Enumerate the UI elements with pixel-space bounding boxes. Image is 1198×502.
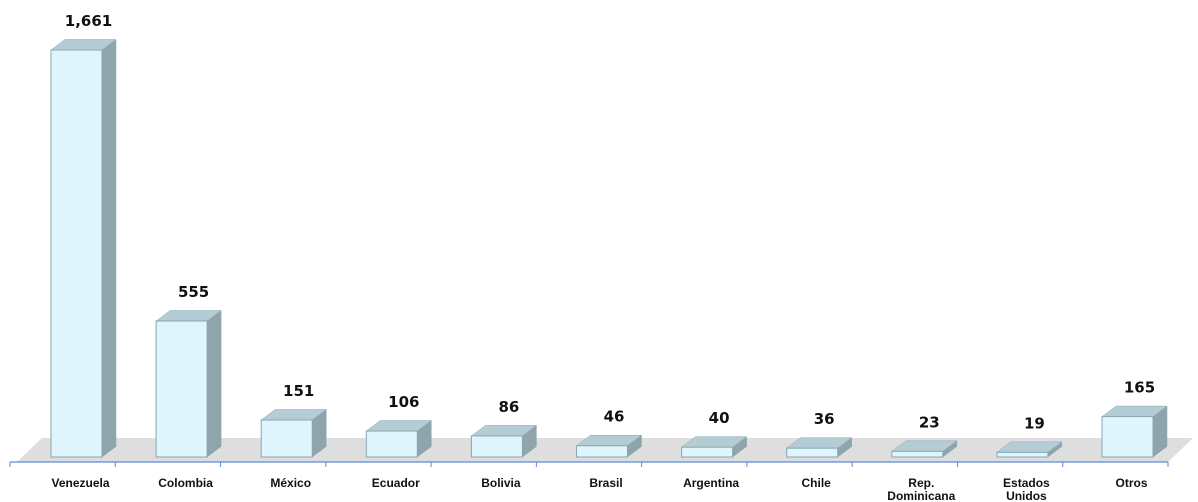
bar-side [206,310,222,458]
category-label: Brasil [589,476,622,490]
category-label: Otros [1115,476,1147,490]
bar-3 [260,409,327,458]
bar-front [786,447,839,458]
value-label: 555 [178,283,209,301]
bar-9 [891,440,958,458]
bar-6 [575,434,643,458]
category-label: Chile [802,476,832,490]
value-label: 151 [283,382,314,400]
category-label: Unidos [1006,489,1047,502]
bar-side [101,39,117,458]
bar-8 [785,437,853,458]
bar-front [155,320,208,458]
value-label: 23 [919,413,940,431]
bar-front [681,446,734,458]
bar-front [996,451,1049,458]
value-label: 86 [498,398,519,416]
bar-5 [470,424,538,458]
bar-front [891,450,944,458]
bar-1 [50,39,117,458]
bar-front [470,435,523,458]
category-label: México [270,476,311,490]
value-label: 40 [709,409,730,427]
bar-front [260,419,313,458]
value-label: 46 [604,408,625,426]
bar-2 [155,310,222,458]
bar-front [50,49,103,458]
category-label: Ecuador [372,476,420,490]
bar-4 [365,420,433,458]
category-label: Estados [1003,476,1050,490]
category-label: Bolivia [481,476,521,490]
bar-front [365,430,418,458]
value-label: 36 [814,410,835,428]
category-label: Rep. [908,476,934,490]
category-label: Colombia [158,476,213,490]
bar-10 [996,441,1063,458]
value-label: 106 [388,393,419,411]
value-label: 1,661 [65,12,112,30]
bar-front [1101,416,1154,458]
category-label: Venezuela [51,476,109,490]
bar-7 [680,436,748,458]
value-label: 165 [1124,379,1155,397]
category-label: Argentina [683,476,739,490]
value-label: 19 [1024,414,1045,432]
bar-11 [1101,405,1168,458]
bar-front [576,445,628,458]
category-label: Dominicana [887,489,955,502]
